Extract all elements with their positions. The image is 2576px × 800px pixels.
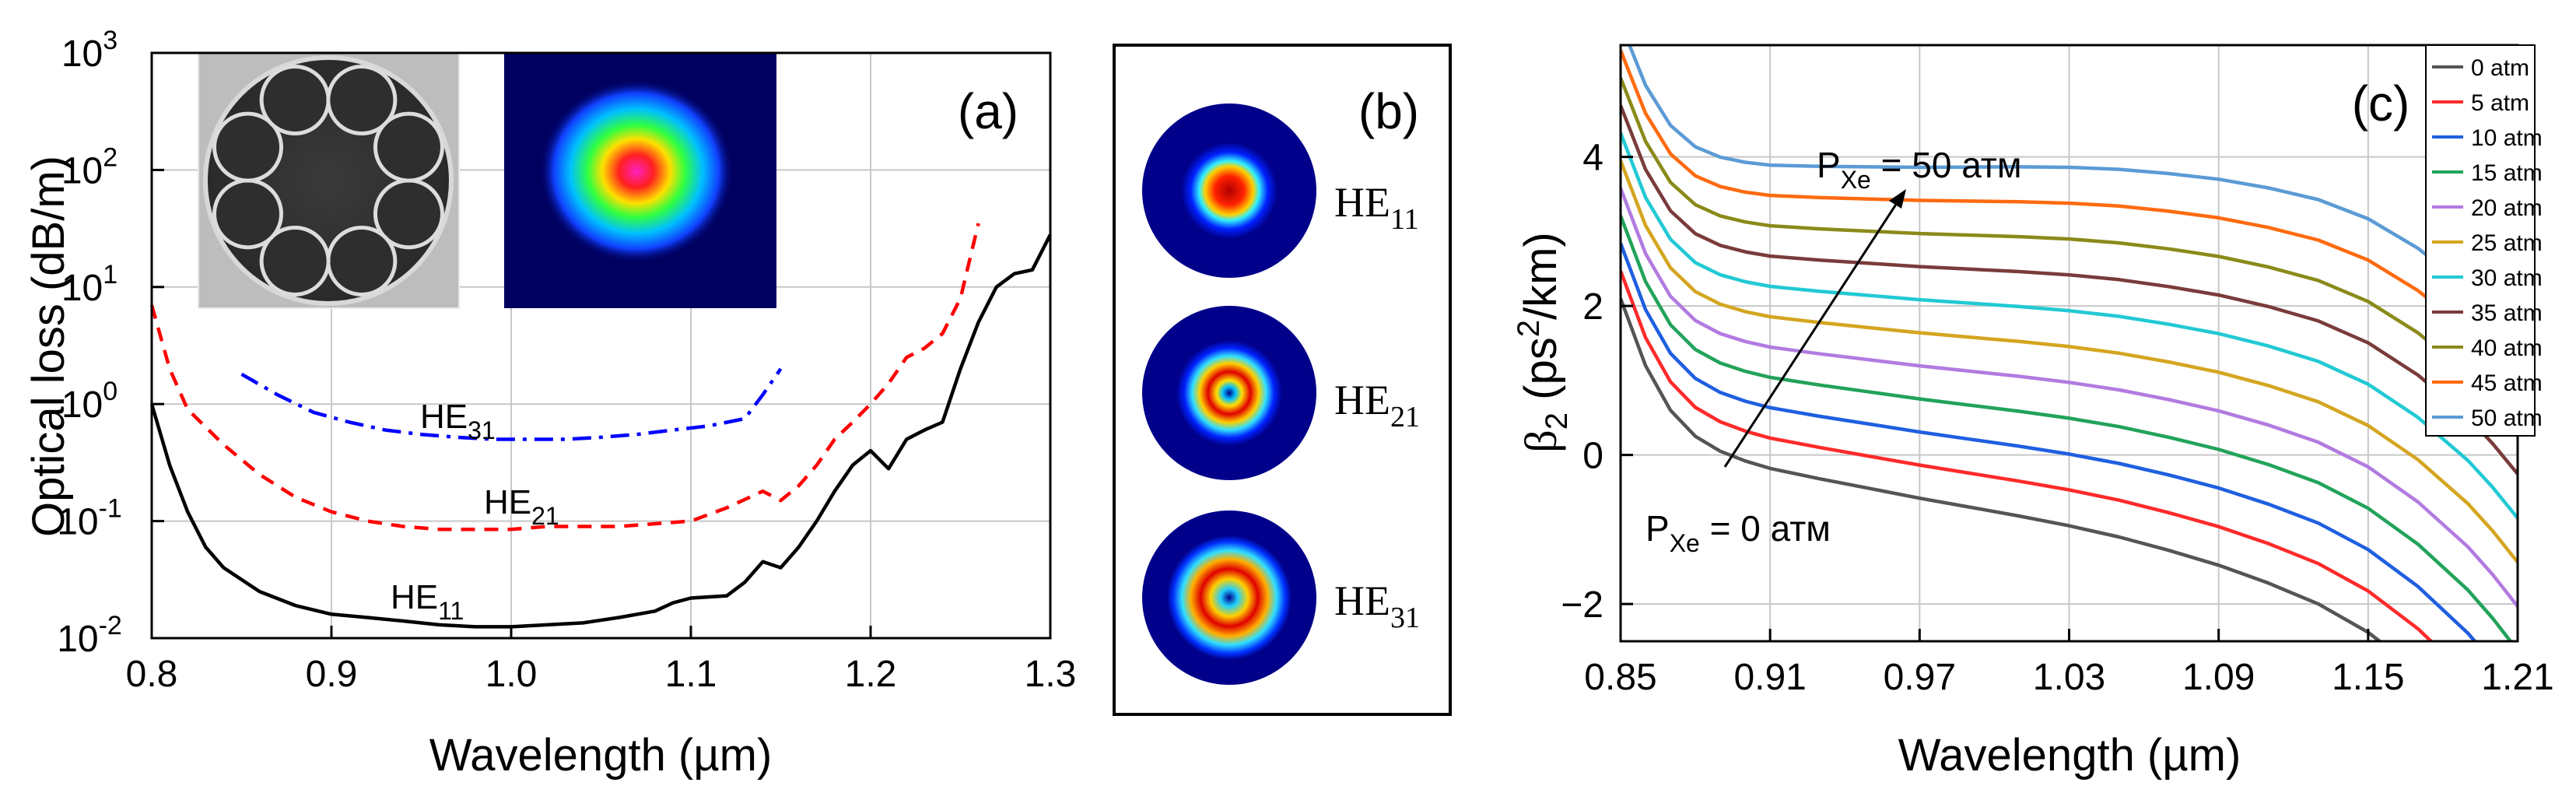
capillary-ring bbox=[259, 65, 331, 136]
panel-c-y-tick-label: 0 bbox=[1582, 436, 1603, 477]
capillary-ring bbox=[212, 178, 284, 250]
panel-c-series bbox=[1621, 45, 2518, 641]
pressure-arrowhead bbox=[1889, 189, 1906, 209]
series-line-25-atm bbox=[1621, 160, 2518, 563]
legend-entry-label: 0 atm bbox=[2471, 55, 2529, 81]
legend-entry-label: 35 atm bbox=[2471, 300, 2543, 326]
pressure-arrow bbox=[1723, 200, 1900, 468]
panel-a-label: (a) bbox=[958, 83, 1018, 139]
series-line-5-atm bbox=[1621, 270, 2434, 641]
capillary-ring bbox=[212, 111, 284, 183]
series-line-0-atm bbox=[1621, 297, 2383, 641]
series-line-30-atm bbox=[1621, 132, 2518, 520]
panel-a-y-axis-label: Optical loss (dB/m) bbox=[23, 156, 74, 537]
panel-a-x-tick-label: 0.9 bbox=[306, 654, 358, 695]
panel-a-x-tick-label: 1.2 bbox=[845, 654, 897, 695]
legend-entry-label: 25 atm bbox=[2471, 230, 2543, 256]
legend-entry-label: 15 atm bbox=[2471, 160, 2543, 186]
panel-c-x-tick-label: 0.91 bbox=[1733, 657, 1806, 698]
mode-image-he11 bbox=[1142, 104, 1316, 278]
panel-c-gridlines bbox=[1621, 45, 2518, 641]
legend-entry-label: 10 atm bbox=[2471, 125, 2543, 151]
panel-c-ticks: 0.85 0.91 0.97 1.03 1.09 1.15 1.21 −2 0 2 4 bbox=[1561, 138, 2553, 698]
series-line-he31 bbox=[240, 367, 783, 441]
inset-output-mode-image bbox=[504, 53, 776, 308]
panel-b: (b) HE11 HE21 HE31 bbox=[1113, 44, 1452, 716]
panel-a-x-tick-label: 1.1 bbox=[665, 654, 717, 695]
panel-c-x-axis-label: Wavelength (µm) bbox=[1898, 730, 2241, 781]
panel-c-x-tick-label: 1.09 bbox=[2182, 657, 2255, 698]
series-line-he21 bbox=[149, 223, 980, 532]
annotation-p-xe-0: PXe = 0 атм bbox=[1645, 508, 1831, 557]
panel-b-frame bbox=[1113, 44, 1452, 716]
capillary-ring bbox=[373, 111, 444, 183]
mode-image-he21 bbox=[1142, 306, 1316, 480]
annotation-p-xe-50: PXe = 50 атм bbox=[1817, 145, 2021, 194]
series-line-20-atm bbox=[1621, 187, 2518, 608]
series-line-15-atm bbox=[1621, 215, 2513, 641]
mode-image-he31 bbox=[1142, 511, 1316, 685]
panel-c-y-tick-label: 2 bbox=[1582, 286, 1603, 328]
series-line-50-atm bbox=[1628, 45, 2518, 343]
panel-a-y-tick-label: 10-1 bbox=[57, 494, 122, 543]
panel-a-y-tick-label: 102 bbox=[61, 142, 117, 191]
panel-a-x-tick-label: 1.3 bbox=[1025, 654, 1077, 695]
panel-a-x-axis-label: Wavelength (µm) bbox=[429, 730, 773, 781]
panel-a: 0.8 0.9 1.0 1.1 1.2 1.3 10-2 10-1 100 101 102 103 (… bbox=[23, 26, 1076, 781]
legend-entry-label: 5 atm bbox=[2471, 90, 2529, 116]
panel-c-y-axis-label: β2 (ps2/km) bbox=[1512, 232, 1574, 452]
panel-c-x-tick-label: 1.15 bbox=[2332, 657, 2404, 698]
panel-b-label: (b) bbox=[1358, 83, 1419, 139]
panel-c-legend: 0 atm 5 atm 10 atm 15 atm 20 atm 25 atm 30 atm… bbox=[2425, 44, 2543, 437]
panel-c: 0.85 0.91 0.97 1.03 1.09 1.15 1.21 −2 0 2 4 (c) Wa… bbox=[1512, 44, 2554, 781]
panel-c-x-tick-label: 1.21 bbox=[2481, 657, 2553, 698]
panel-c-x-tick-label: 0.97 bbox=[1884, 657, 1956, 698]
panel-a-y-tick-label: 100 bbox=[61, 377, 117, 426]
panel-a-x-tick-label: 1.0 bbox=[485, 654, 538, 695]
mode-label-he31: HE31 bbox=[1334, 577, 1420, 634]
legend-entry-label: 30 atm bbox=[2471, 265, 2543, 291]
panel-c-y-tick-label: 4 bbox=[1582, 138, 1603, 179]
series-line-10-atm bbox=[1621, 242, 2477, 641]
panel-a-y-tick-label: 10-2 bbox=[57, 611, 122, 660]
capillary-ring bbox=[326, 225, 398, 296]
series-line-45-atm bbox=[1621, 49, 2518, 388]
series-line-he11 bbox=[149, 233, 1053, 629]
panel-c-x-tick-label: 1.03 bbox=[2033, 657, 2105, 698]
panel-c-x-tick-label: 0.85 bbox=[1584, 657, 1656, 698]
legend-frame bbox=[2425, 44, 2536, 437]
he21-curve-label: HE21 bbox=[484, 483, 559, 530]
series-line-40-atm bbox=[1621, 77, 2518, 431]
panel-c-label: (c) bbox=[2352, 75, 2410, 132]
series-line-35-atm bbox=[1621, 104, 2518, 475]
mode-label-he11: HE11 bbox=[1334, 179, 1419, 236]
capillary-ring bbox=[259, 225, 331, 296]
panel-a-x-tick-label: 0.8 bbox=[126, 654, 178, 695]
he31-curve-label: HE31 bbox=[420, 398, 496, 444]
panel-a-series bbox=[149, 223, 1053, 629]
legend-entry-label: 40 atm bbox=[2471, 335, 2543, 361]
panel-a-y-tick-label: 103 bbox=[61, 26, 117, 75]
capillary-rings bbox=[212, 65, 444, 296]
panel-a-frame bbox=[150, 51, 1052, 640]
inset-fiber-cross-section-image bbox=[198, 52, 460, 309]
panel-a-ticks: 0.8 0.9 1.0 1.1 1.2 1.3 10-2 10-1 100 101 102 103 bbox=[57, 26, 1076, 695]
panel-a-y-tick-label: 101 bbox=[61, 260, 117, 309]
panel-c-y-tick-label: −2 bbox=[1561, 584, 1603, 626]
legend-entry-label: 20 atm bbox=[2471, 195, 2543, 221]
legend-entry-label: 50 atm bbox=[2471, 405, 2543, 431]
legend-entry-label: 45 atm bbox=[2471, 370, 2543, 396]
he11-curve-label: HE11 bbox=[391, 578, 464, 625]
mode-label-he21: HE21 bbox=[1334, 377, 1420, 433]
capillary-ring bbox=[326, 65, 398, 136]
